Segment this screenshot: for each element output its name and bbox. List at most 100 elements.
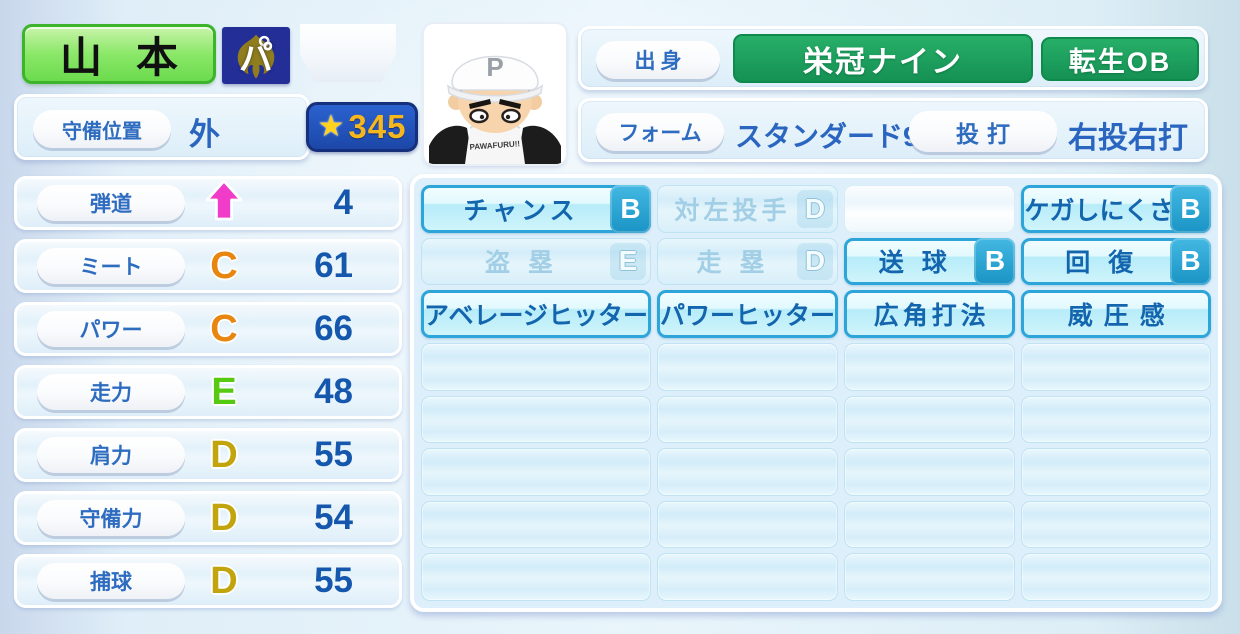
ability-label: アベレージヒッター — [424, 302, 649, 331]
position-value: 外 — [189, 117, 220, 152]
stat-grade: C — [185, 310, 263, 348]
ability-cell[interactable]: 対左投手 D — [657, 185, 839, 233]
stat-row-power: パワー C 66 — [14, 302, 402, 356]
ability-cell-empty[interactable] — [1021, 448, 1211, 496]
ability-cell-empty[interactable] — [657, 342, 839, 391]
origin-row: 出身 栄冠ナイン 転生OB — [578, 26, 1208, 90]
ability-label: ケガしにくさ — [1024, 196, 1174, 225]
ability-cell[interactable]: パワーヒッター — [657, 290, 839, 338]
position-row: 守備位置 外 — [14, 94, 310, 160]
ability-cell-empty[interactable] — [421, 553, 652, 601]
ability-cell-empty[interactable] — [844, 185, 1016, 233]
ability-cell-empty[interactable] — [844, 342, 1016, 391]
avatar-cap-letter: P — [486, 52, 503, 82]
ability-cell[interactable]: アベレージヒッター — [421, 290, 652, 338]
ability-label: 盗塁 — [485, 249, 572, 278]
ability-grade-badge: E — [610, 242, 647, 281]
form-row: フォーム スタンダード9 投打 右投右打 — [578, 98, 1208, 162]
ability-cell-empty[interactable] — [657, 500, 839, 549]
ability-grade-badge: B — [1170, 237, 1211, 286]
stat-row-contact: ミート C 61 — [14, 239, 402, 293]
ability-label: 威圧感 — [1067, 302, 1176, 331]
stat-grade: E — [185, 373, 263, 411]
league-leaf-icon — [237, 34, 275, 79]
star-icon: ★ — [317, 110, 345, 143]
star-rating-box: ★ 345 — [306, 102, 418, 152]
stat-label: 走力 — [37, 374, 185, 410]
ability-cell[interactable]: 広角打法 — [844, 290, 1016, 338]
up-arrow-icon — [205, 179, 243, 220]
ability-label: 広角打法 — [873, 302, 990, 331]
ability-cell-empty[interactable] — [844, 553, 1016, 601]
grade-letter: C — [210, 245, 238, 287]
ability-cell-empty[interactable] — [1021, 395, 1211, 444]
stat-row-fielding: 守備力 D 54 — [14, 491, 402, 545]
empty-tab-slot — [300, 24, 396, 82]
stat-label: 守備力 — [37, 500, 185, 536]
grade-letter: D — [210, 560, 238, 602]
grade-letter: D — [210, 497, 238, 539]
ability-cell-empty[interactable] — [657, 553, 839, 601]
player-name-box: 山本 — [22, 24, 216, 84]
ability-cell[interactable]: 回復 B — [1021, 237, 1211, 286]
stat-grade: D — [185, 436, 263, 474]
league-badge-letter: パ — [239, 40, 273, 78]
stats-panel: 弾道 4 ミート C 61 パワー C 66 走力 E 48 肩力 D 55 守備力 D 54 捕球 D 55 — [14, 176, 402, 608]
ability-cell-empty[interactable] — [657, 395, 839, 444]
stat-grade: C — [185, 247, 263, 285]
star-rating-value: 345 — [348, 108, 407, 145]
ability-cell[interactable]: 盗塁 E — [421, 237, 652, 286]
form-label: フォーム — [596, 113, 724, 151]
ability-cell[interactable]: 威圧感 — [1021, 290, 1211, 338]
stat-row-arm: 肩力 D 55 — [14, 428, 402, 482]
ability-cell[interactable]: チャンス B — [421, 185, 652, 233]
ability-grade-badge: D — [797, 242, 834, 281]
ability-cell[interactable]: 送球 B — [844, 237, 1016, 286]
svg-text:PAWAFURU!!: PAWAFURU!! — [469, 139, 520, 152]
ability-label: 走塁 — [696, 249, 783, 278]
ability-cell-empty[interactable] — [1021, 500, 1211, 549]
stat-label: 弾道 — [37, 185, 185, 221]
stat-value: 4 — [333, 183, 353, 222]
ability-label: 回復 — [1065, 249, 1152, 278]
league-badge: パ — [222, 27, 290, 84]
ability-label: 対左投手 — [674, 196, 791, 225]
stat-value: 55 — [314, 435, 353, 474]
ability-cell[interactable]: 走塁 D — [657, 237, 839, 286]
player-name: 山本 — [59, 33, 212, 81]
form-value: スタンダード9 — [735, 121, 919, 152]
ability-label: パワーヒッター — [660, 302, 836, 331]
ability-cell-empty[interactable] — [844, 395, 1016, 444]
grade-letter: C — [210, 308, 238, 350]
ability-cell-empty[interactable] — [421, 448, 652, 496]
ability-label: 送球 — [878, 249, 965, 278]
ability-grade-badge: B — [974, 237, 1016, 286]
ability-grade-badge: B — [1170, 185, 1211, 233]
avatar-illustration: PAWAFURU!! P — [425, 24, 565, 164]
stat-value: 66 — [314, 309, 353, 348]
stat-label: 肩力 — [37, 437, 185, 473]
abilities-grid: チャンス B 対左投手 D ケガしにくさ B 盗塁 E 走塁 D 送球 B 回復 B アベレージヒッター パワ… — [410, 174, 1222, 612]
grade-letter: E — [211, 371, 237, 413]
origin-tag-chip: 転生OB — [1041, 37, 1199, 81]
ability-cell-empty[interactable] — [844, 500, 1016, 549]
ability-cell-empty[interactable] — [421, 500, 652, 549]
ability-cell-empty[interactable] — [421, 395, 652, 444]
origin-label: 出身 — [596, 41, 720, 79]
stat-value: 61 — [314, 246, 353, 285]
ability-cell[interactable]: ケガしにくさ B — [1021, 185, 1211, 233]
ability-grade-badge: D — [797, 190, 834, 228]
player-avatar: PAWAFURU!! P — [424, 24, 566, 164]
ability-cell-empty[interactable] — [657, 448, 839, 496]
stat-row-trajectory: 弾道 4 — [14, 176, 402, 230]
throw-bat-value: 右投右打 — [1068, 122, 1188, 155]
ability-cell-empty[interactable] — [1021, 342, 1211, 391]
ability-cell-empty[interactable] — [844, 448, 1016, 496]
stat-grade: D — [185, 499, 263, 537]
stat-label: 捕球 — [37, 563, 185, 599]
grade-letter: D — [210, 434, 238, 476]
ability-cell-empty[interactable] — [421, 342, 652, 391]
ability-grade-badge: B — [610, 185, 652, 233]
ability-cell-empty[interactable] — [1021, 553, 1211, 601]
stat-value: 55 — [314, 561, 353, 600]
